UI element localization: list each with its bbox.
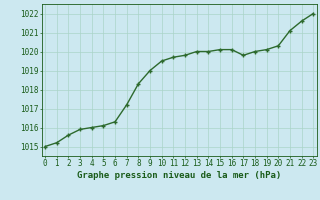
X-axis label: Graphe pression niveau de la mer (hPa): Graphe pression niveau de la mer (hPa) xyxy=(77,171,281,180)
